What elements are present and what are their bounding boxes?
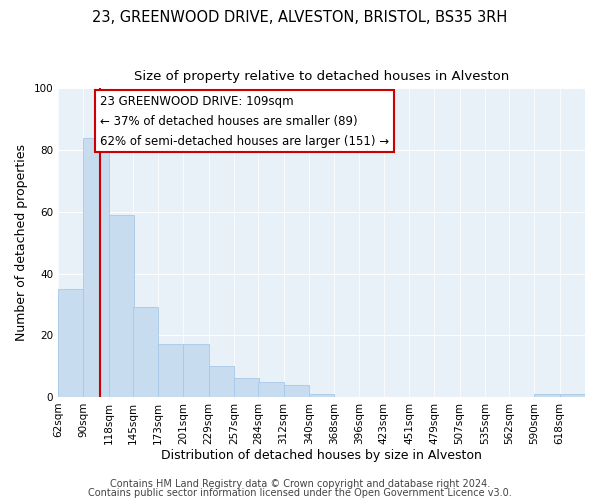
Text: 23 GREENWOOD DRIVE: 109sqm
← 37% of detached houses are smaller (89)
62% of semi: 23 GREENWOOD DRIVE: 109sqm ← 37% of deta… bbox=[100, 94, 389, 148]
Bar bbox=[133, 308, 158, 397]
Title: Size of property relative to detached houses in Alveston: Size of property relative to detached ho… bbox=[134, 70, 509, 83]
Bar bbox=[560, 394, 585, 397]
X-axis label: Distribution of detached houses by size in Alveston: Distribution of detached houses by size … bbox=[161, 450, 482, 462]
Bar bbox=[309, 394, 334, 397]
Text: Contains HM Land Registry data © Crown copyright and database right 2024.: Contains HM Land Registry data © Crown c… bbox=[110, 479, 490, 489]
Bar bbox=[535, 394, 560, 397]
Bar bbox=[83, 138, 109, 397]
Bar bbox=[234, 378, 259, 397]
Text: Contains public sector information licensed under the Open Government Licence v3: Contains public sector information licen… bbox=[88, 488, 512, 498]
Bar bbox=[158, 344, 184, 397]
Bar bbox=[209, 366, 234, 397]
Bar bbox=[284, 384, 309, 397]
Text: 23, GREENWOOD DRIVE, ALVESTON, BRISTOL, BS35 3RH: 23, GREENWOOD DRIVE, ALVESTON, BRISTOL, … bbox=[92, 10, 508, 25]
Bar bbox=[109, 215, 134, 397]
Bar bbox=[184, 344, 209, 397]
Y-axis label: Number of detached properties: Number of detached properties bbox=[15, 144, 28, 341]
Bar bbox=[58, 289, 83, 397]
Bar bbox=[259, 382, 284, 397]
